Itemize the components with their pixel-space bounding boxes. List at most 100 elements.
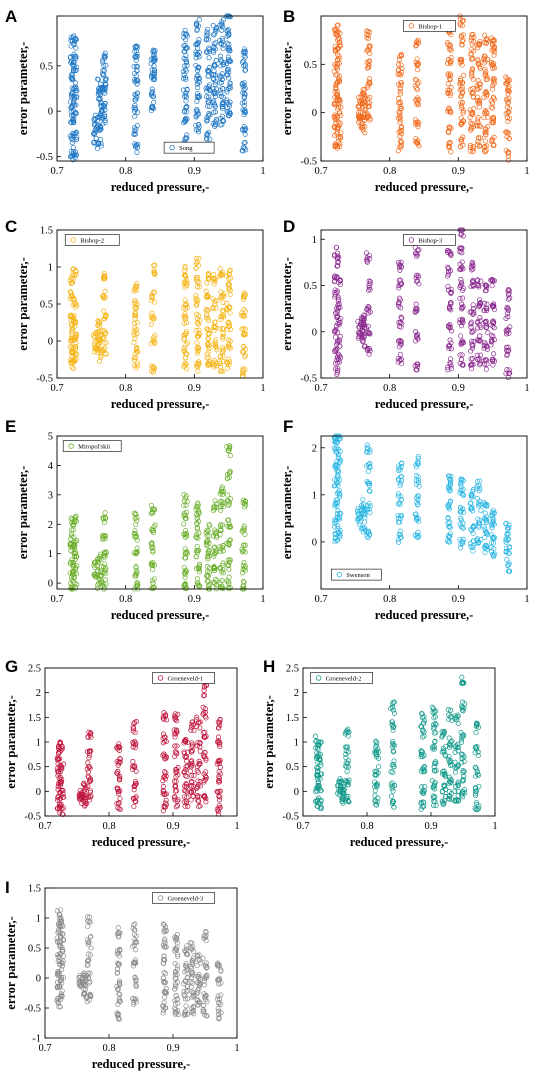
data-point [211,91,217,97]
data-point [362,110,368,116]
legend: Groeneveld-1 [152,672,215,684]
data-point [391,710,397,716]
data-point [183,59,190,65]
data-point [195,129,202,135]
data-point [472,786,479,792]
data-point [60,958,66,964]
data-point [73,129,80,135]
data-point [102,68,108,74]
data-point [194,531,200,537]
data-point [194,90,200,97]
data-point [216,741,222,748]
data-point [473,773,479,779]
data-point [58,991,64,997]
data-point [366,310,372,316]
data-point [211,109,217,115]
data-point [217,565,223,571]
data-point [226,470,232,476]
data-point [477,81,483,87]
data-point [196,980,202,986]
data-point [460,266,466,272]
data-point [448,366,454,372]
data-point [194,27,200,33]
data-point [183,98,189,104]
data-point [241,82,247,89]
data-point [483,69,489,75]
data-point [491,337,497,343]
data-point [193,51,199,58]
data-point [415,454,421,460]
data-point [72,80,78,86]
data-point [468,87,474,93]
data-point [477,352,484,358]
data-point [183,1003,189,1009]
legend: Bishop-1 [403,20,456,32]
data-point [475,94,481,100]
data-point [507,370,513,376]
data-point [396,277,402,284]
data-point [194,973,200,979]
data-point [217,764,223,770]
data-point [214,788,220,795]
data-point [491,325,497,331]
data-point [191,773,197,779]
data-point [242,332,248,338]
data-point [506,522,512,528]
data-point [71,53,77,59]
data-point [134,348,140,354]
data-point [422,784,428,790]
data-point [360,496,366,502]
data-point [242,67,248,74]
data-point [418,754,424,760]
y-tick-label: 0.5 [40,300,53,311]
data-point [241,108,247,114]
data-point [181,513,187,519]
data-point [459,681,465,687]
data-point [180,87,187,93]
data-point [505,296,511,302]
data-point [57,810,63,816]
data-point [195,122,201,128]
data-point [490,519,496,525]
data-point [470,548,476,554]
data-point [181,794,188,800]
data-point [365,446,371,452]
data-point [210,504,217,510]
data-point [216,761,222,767]
data-point [196,279,202,285]
data-point [196,569,202,575]
data-point [455,798,461,804]
data-point [399,315,405,321]
data-point [88,945,94,951]
data-point [69,331,75,337]
data-point [507,324,513,330]
data-point [161,710,167,716]
data-point [366,59,372,65]
y-tick-label: 2.5 [28,664,41,675]
data-point [182,963,188,969]
data-point [318,788,324,794]
data-point [391,762,397,768]
data-point [483,284,490,290]
legend-label: Bishop-2 [80,237,104,244]
data-point [204,94,210,100]
data-point [469,267,475,273]
legend-label: Groeneveld-2 [326,675,362,682]
data-point [315,772,321,778]
data-point [315,782,321,789]
data-point [182,772,188,779]
data-point [114,770,120,776]
data-point [367,279,373,285]
data-point [72,550,78,557]
data-point [182,978,188,984]
data-point [194,785,200,791]
data-point [475,45,481,51]
data-point [69,527,75,533]
data-point [364,65,370,71]
y-axis-title: error parameter,- [16,466,30,559]
legend-marker [70,237,76,243]
data-point [446,753,452,760]
data-point [151,365,158,371]
data-point [203,136,210,142]
data-point [445,81,451,87]
